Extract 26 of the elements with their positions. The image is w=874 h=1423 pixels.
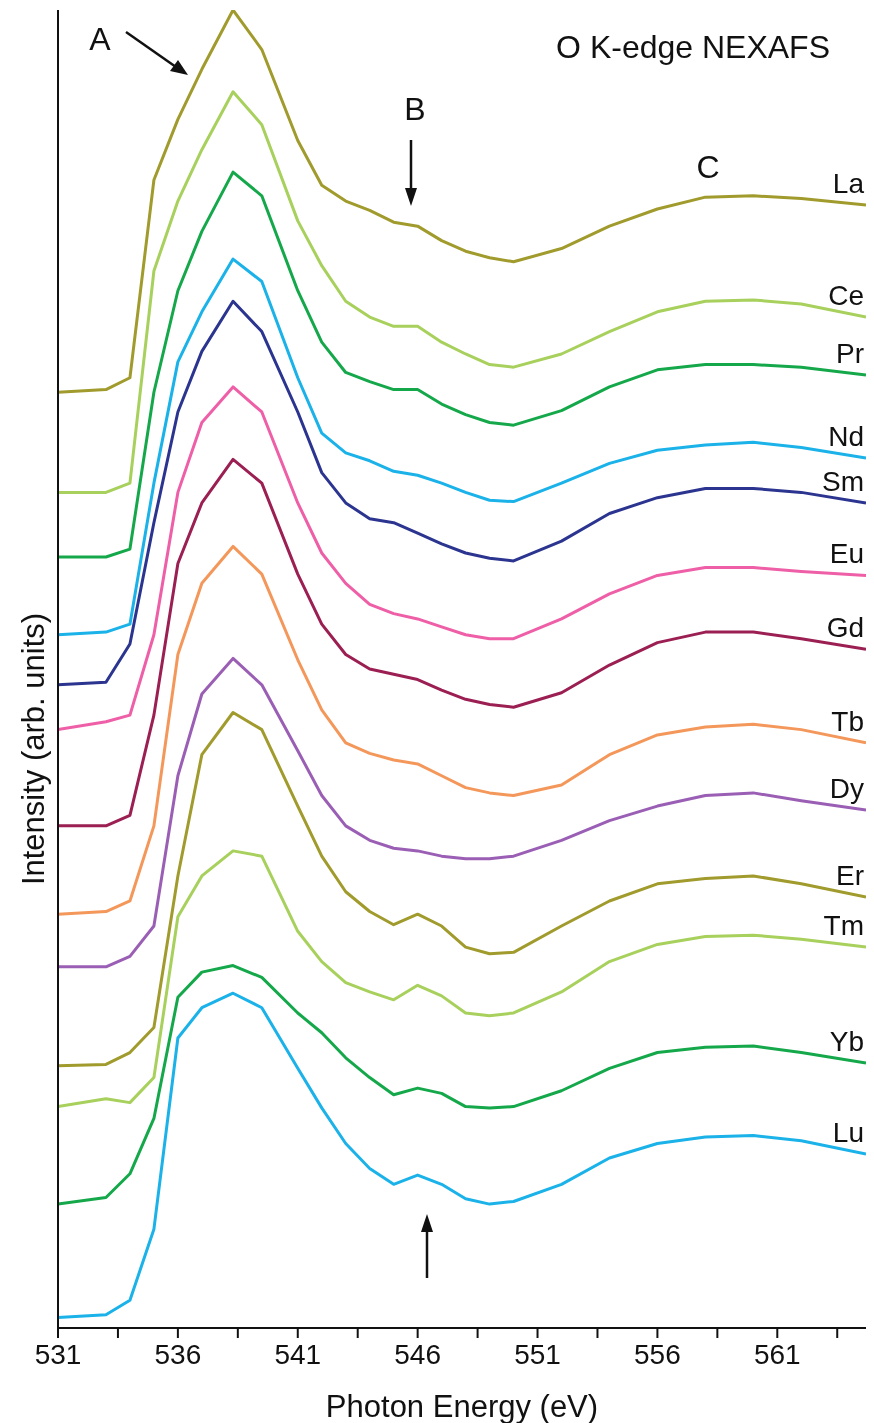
series-label: Pr [836,338,864,370]
series-label: Tm [823,910,864,942]
series-label: Eu [829,538,864,570]
series-label: La [832,168,865,200]
text: O K-edge NEXAFS [556,29,830,65]
series-label: Gd [826,612,864,644]
x-tick-label: 551 [514,1338,561,1370]
series-label: Tb [831,705,864,737]
series-label: Er [836,860,864,892]
y-axis-title: Intensity (arb. units) [16,612,51,886]
x-tick-label: 556 [634,1338,681,1370]
x-tick-label: 546 [394,1338,441,1370]
series-label: Yb [829,1026,864,1058]
x-tick-label: 536 [154,1338,202,1370]
series-label: Lu [832,1117,864,1149]
series-label: Ce [828,280,864,312]
x-tick-label: 531 [34,1338,82,1370]
series-label: Dy [829,773,864,805]
annotation: B [404,91,426,128]
x-tick-label: 561 [753,1338,801,1370]
annotation: A [89,21,112,58]
x-tick-label: 541 [274,1338,322,1370]
x-axis-title: Photon Energy (eV) [325,1389,599,1423]
annotation: C [696,149,720,186]
series-label: Sm [822,465,864,497]
series-label: Nd [828,421,864,453]
